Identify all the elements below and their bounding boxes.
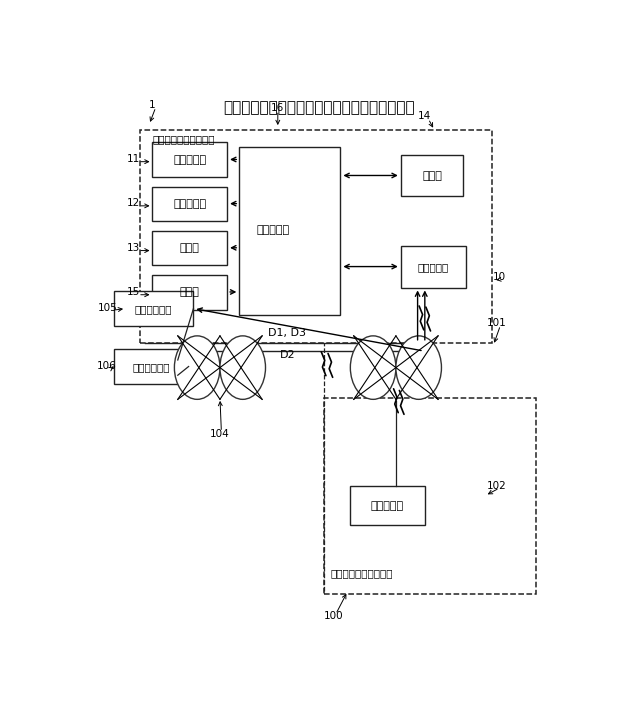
- Text: 104: 104: [210, 429, 230, 439]
- Bar: [114, 291, 193, 326]
- Text: 循環ファン: 循環ファン: [174, 199, 207, 209]
- Ellipse shape: [174, 336, 220, 399]
- Bar: [401, 155, 463, 196]
- Text: 外部端末装置: 外部端末装置: [135, 304, 172, 314]
- Bar: [350, 486, 425, 525]
- Text: 設備機器管理システム: 設備機器管理システム: [331, 569, 393, 579]
- Text: 通信制御部: 通信制御部: [417, 262, 449, 272]
- Bar: [152, 143, 227, 177]
- Text: D1, D3: D1, D3: [269, 328, 307, 338]
- Bar: [152, 275, 227, 310]
- Text: 主制御機器: 主制御機器: [371, 500, 404, 511]
- Bar: [141, 130, 493, 343]
- Ellipse shape: [396, 336, 442, 399]
- Ellipse shape: [220, 336, 266, 399]
- Text: 換気ファン: 換気ファン: [174, 155, 207, 165]
- Text: 10: 10: [493, 272, 506, 282]
- Bar: [114, 349, 188, 384]
- Text: 105: 105: [98, 303, 118, 313]
- Text: センサ: センサ: [180, 288, 200, 298]
- Text: 1: 1: [149, 100, 156, 110]
- Text: 16: 16: [271, 103, 284, 113]
- Text: 外部システム: 外部システム: [132, 362, 170, 372]
- Bar: [152, 231, 227, 265]
- Text: 100: 100: [323, 611, 343, 621]
- Text: 14: 14: [418, 111, 432, 121]
- Text: 15: 15: [126, 287, 140, 297]
- Text: D2: D2: [280, 350, 295, 360]
- Text: 11: 11: [126, 154, 140, 164]
- Bar: [152, 186, 227, 222]
- Text: 102: 102: [487, 481, 507, 491]
- Text: 操作部: 操作部: [422, 171, 442, 181]
- Bar: [401, 246, 466, 288]
- Bar: [323, 398, 536, 594]
- Text: 本実施の形態の浴室暖房換気乾燥装置の構成例: 本実施の形態の浴室暖房換気乾燥装置の構成例: [223, 100, 415, 115]
- Ellipse shape: [350, 336, 396, 399]
- Text: 101: 101: [487, 318, 507, 328]
- Text: 13: 13: [126, 243, 140, 253]
- Bar: [239, 147, 340, 315]
- Text: 本体制御部: 本体制御部: [256, 224, 290, 234]
- Text: 浴室暖房換気乾燥装置: 浴室暖房換気乾燥装置: [152, 134, 215, 144]
- Text: 106: 106: [97, 361, 116, 371]
- Text: ヒータ: ヒータ: [180, 243, 200, 253]
- Text: 12: 12: [126, 198, 140, 208]
